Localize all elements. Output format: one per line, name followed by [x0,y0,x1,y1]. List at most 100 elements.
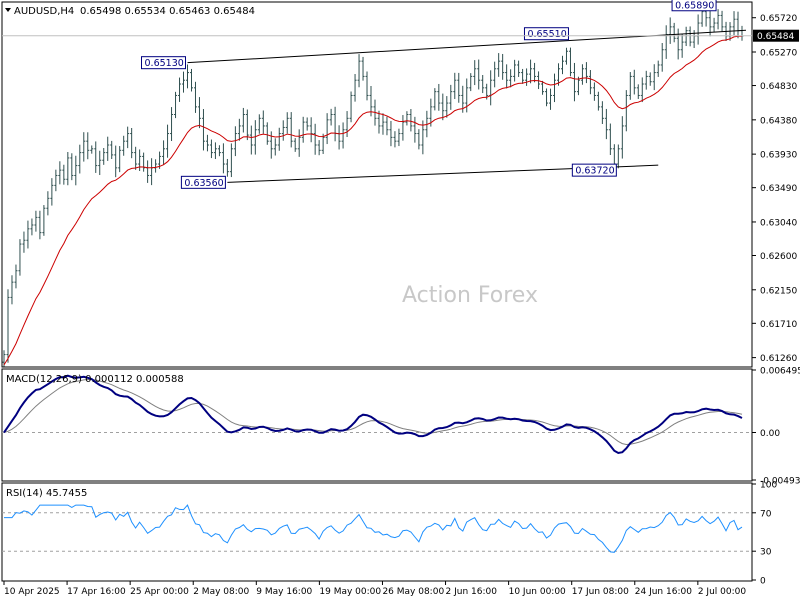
price-bar [313,123,317,155]
price-bar [253,120,257,155]
price-bar [648,72,652,86]
rsi-tick-label: 70 [760,509,772,519]
price-bar [122,135,126,156]
rsi-label: RSI(14) 45.7455 [6,488,87,499]
price-bar [493,61,497,88]
price-bar [213,142,217,160]
price-bar [82,132,86,162]
price-bar [457,72,461,103]
price-bar [636,84,640,99]
annotation-label: 0.63560 [184,178,223,189]
price-bar [628,72,632,100]
x-tick-label: 2 Jun 16:00 [446,587,498,597]
price-bar [285,112,289,134]
rsi-indicator: 100 70 30 0 [2,481,777,587]
price-bar [70,153,74,181]
price-bar [138,149,142,172]
price-bar [644,70,648,90]
price-bar [193,81,197,113]
price-bar [30,218,34,236]
macd-tick-label: 0.00 [760,429,780,439]
y-tick-label: 0.64830 [760,82,797,92]
price-bar [720,10,724,32]
price-bar [209,139,213,159]
price-bar [106,136,110,161]
macd-tick-label: 0.006495 [760,367,800,377]
price-bar [572,62,576,102]
rsi-line [4,504,743,553]
price-bar [6,289,10,363]
price-bar [178,77,182,102]
price-bar [245,109,249,141]
annotation: 0.65130 [141,56,187,70]
price-bar [596,91,600,111]
rsi-tick-label: 0 [760,577,766,587]
macd-panel-frame [1,368,753,482]
price-bar [74,155,78,186]
price-bar [201,109,205,151]
price-bar [14,264,18,289]
price-bar [632,69,636,95]
macd-label: MACD(12,26,9) 0.000112 0.000588 [6,374,184,385]
dropdown-triangle-icon[interactable] [5,8,11,12]
macd-signal-line [3,378,743,446]
price-bar [473,60,477,86]
x-tick-label: 10 Jun 00:00 [509,587,566,597]
price-bar [736,11,740,39]
price-bar [78,144,82,174]
price-bar [154,159,158,173]
y-tick-label: 0.65720 [760,14,797,24]
price-bar [174,91,178,119]
x-tick-label: 2 May 08:00 [193,587,249,597]
price-bar [469,73,473,92]
macd-main-line [3,374,743,455]
price-annotations: 0.65890 0.65510 0.65130 0.63560 0.63720 [141,0,717,189]
price-bar [409,109,413,132]
price-bar [564,47,568,65]
x-tick-label: 24 Jun 16:00 [635,587,692,597]
price-bar [501,53,505,80]
y-tick-label: 0.61260 [760,354,797,364]
price-bar [333,106,337,142]
price-bar [46,191,50,216]
price-bar [600,101,604,124]
price-bar [293,138,297,152]
price-bar [517,60,521,77]
price-bar [716,9,720,30]
price-bar [50,178,54,206]
x-tick-label: 26 May 08:00 [382,587,444,597]
price-bar [712,17,716,33]
price-bar [417,129,421,150]
price-bar [325,113,329,145]
price-bar [229,143,233,178]
x-tick-label: 19 May 00:00 [319,587,381,597]
annotation: 0.63720 [571,163,617,177]
price-bar [592,82,596,101]
price-bar [393,131,397,148]
price-bar [166,124,170,158]
price-bar [126,126,130,149]
price-bar [134,146,138,170]
price-bar [301,116,305,143]
price-bar [401,115,405,141]
price-bar [505,64,509,89]
price-bar [221,143,225,174]
annotation: 0.63560 [180,175,226,189]
price-bar [620,116,624,159]
price-bar [521,68,525,84]
price-bar [509,69,513,88]
annotation-label: 0.63720 [575,166,614,177]
price-bar [114,145,118,178]
price-bar [624,90,628,132]
price-bar [413,116,417,143]
price-bar [142,152,146,172]
price-bar [186,64,190,89]
price-bar [429,98,433,127]
price-bar [696,14,700,45]
annotation-box [180,175,226,189]
price-bar [38,210,42,240]
price-bar [684,26,688,47]
price-bar [337,125,341,150]
price-bars [2,2,744,367]
annotation-label: 0.65510 [527,29,566,40]
